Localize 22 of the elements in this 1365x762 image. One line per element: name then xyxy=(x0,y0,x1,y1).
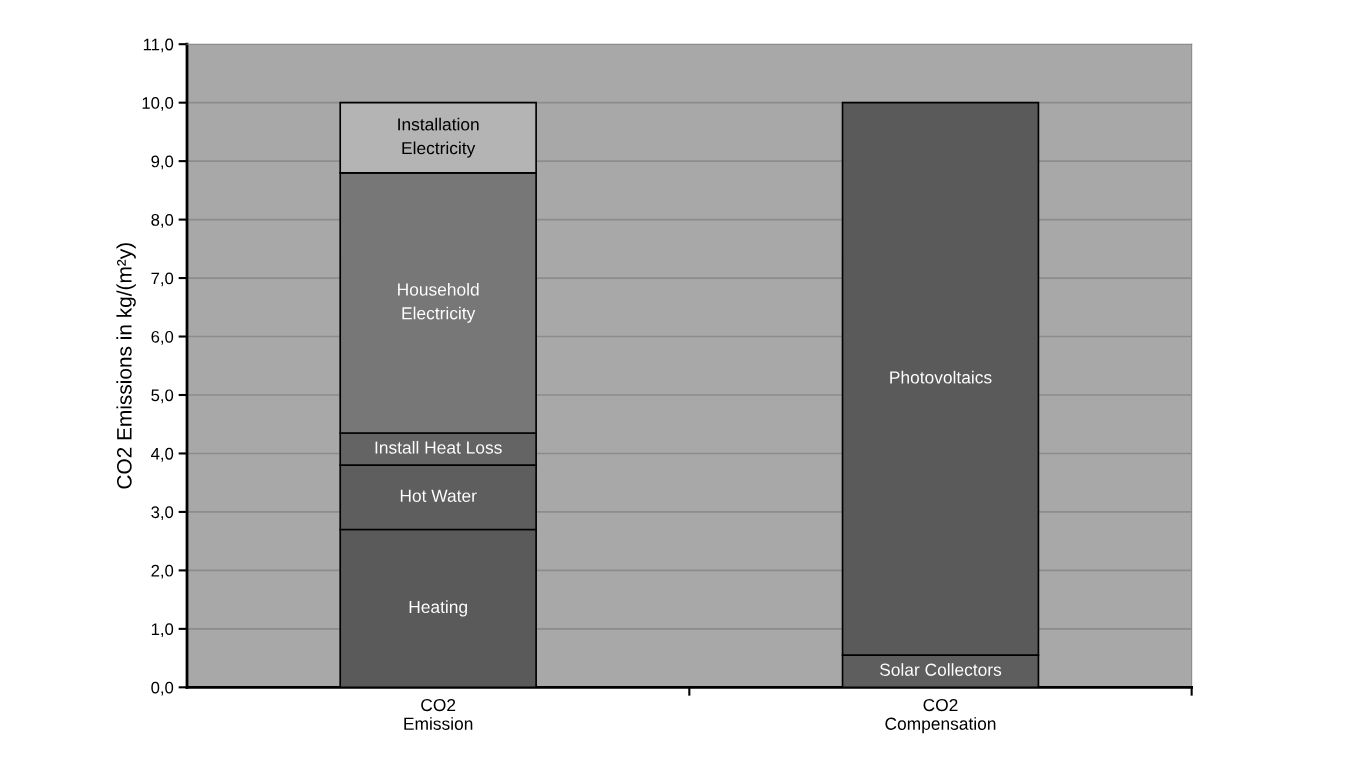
series-label: Heating xyxy=(409,600,467,617)
y-tick-label: 7,0 xyxy=(151,272,174,287)
y-tick-label: 2,0 xyxy=(151,564,174,579)
series-label: Solar Collectors xyxy=(880,663,1002,676)
series-label: Household Electricity xyxy=(398,282,479,323)
y-tick-label: 9,0 xyxy=(151,155,174,170)
y-tick-label: 10,0 xyxy=(142,97,174,111)
y-tick-label: 4,0 xyxy=(151,447,174,462)
series-label: Install Heat Loss xyxy=(375,440,502,454)
x-tick-label: CO2 Emission xyxy=(404,698,473,730)
y-axis-title: CO2 Emissions in kg/(m²y) xyxy=(116,243,136,489)
y-tick-label: 11,0 xyxy=(143,38,174,53)
series-label: Hot Water xyxy=(400,489,477,502)
series-label: Installation Electricity xyxy=(398,117,479,158)
series-label: Photovoltaics xyxy=(890,370,992,384)
y-tick-label: 3,0 xyxy=(151,506,174,521)
y-tick-label: 1,0 xyxy=(151,623,174,638)
y-tick-label: 0,0 xyxy=(151,681,174,696)
y-tick-label: 6,0 xyxy=(151,330,174,345)
x-tick-label: CO2 Compensation xyxy=(885,698,996,734)
y-tick-label: 5,0 xyxy=(151,389,174,404)
y-tick-label: 8,0 xyxy=(151,214,174,228)
